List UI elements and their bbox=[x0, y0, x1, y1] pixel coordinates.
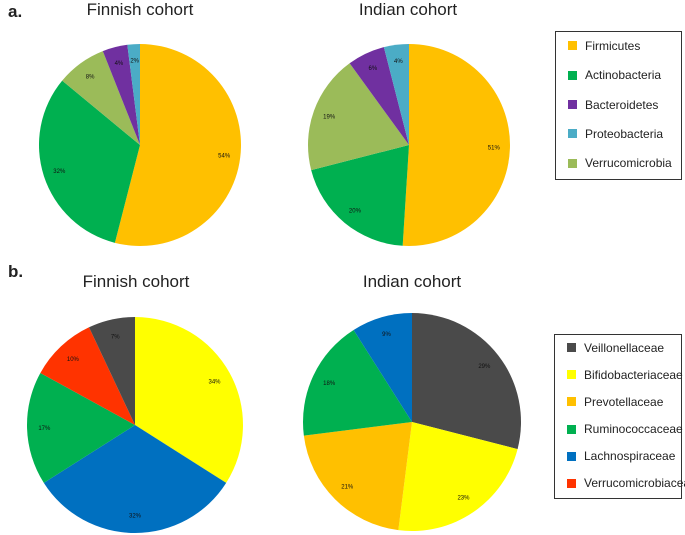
pie-slice-proteobacteria bbox=[383, 44, 409, 145]
legend-a: Firmicutes Actinobacteria Bacteroidetes Pro… bbox=[555, 31, 682, 180]
slice-label-veillonellaceae: 29% bbox=[478, 364, 491, 370]
pie-slice-ruminococcaceae bbox=[26, 372, 135, 483]
slice-label-bifidobacteriaceae: 23% bbox=[457, 496, 470, 502]
slice-label-veillonellaceae: 7% bbox=[111, 334, 120, 340]
legend-item-veillonellaceae: Veillonellaceae bbox=[567, 341, 664, 355]
legend-item-verrucomicrobiaceae: Verrucomicrobiaceae bbox=[567, 476, 685, 490]
pie-slice-ruminococcaceae bbox=[303, 329, 412, 436]
pie-slice-bifidobacteriaceae bbox=[135, 317, 243, 483]
legend-swatch bbox=[568, 158, 577, 168]
panel-label-a: a. bbox=[8, 2, 23, 21]
legend-label: Firmicutes bbox=[585, 38, 641, 53]
legend-label: Proteobacteria bbox=[585, 126, 664, 141]
legend-item-firmicutes: Firmicutes bbox=[568, 39, 640, 53]
slice-label-ruminococcaceae: 17% bbox=[38, 426, 51, 432]
legend-item-bifidobacteriaceae: Bifidobacteriaceae bbox=[567, 368, 683, 382]
legend-label: Veillonellaceae bbox=[584, 340, 665, 355]
pie-slice-veillonellaceae bbox=[412, 313, 521, 450]
legend-item-prevotellaceae: Prevotellaceae bbox=[567, 395, 663, 409]
legend-swatch bbox=[567, 451, 576, 461]
legend-label: Lachnospiraceae bbox=[584, 449, 676, 464]
pie-chart-b-indian: 29% 23% 21% 18% 9% bbox=[303, 313, 521, 531]
slice-label-proteobacteria: 2% bbox=[130, 58, 139, 64]
pie-slice-bacteroidetes bbox=[102, 44, 140, 145]
legend-label: Actinobacteria bbox=[585, 68, 662, 83]
pie-title-b-finnish: Finnish cohort bbox=[82, 272, 190, 291]
panel-label-b: b. bbox=[8, 262, 24, 281]
slice-label-firmicutes: 54% bbox=[218, 154, 231, 160]
legend-item-verrucomicrobia: Verrucomicrobia bbox=[568, 156, 672, 170]
legend-swatch bbox=[568, 129, 577, 139]
slice-label-actinobacteria: 20% bbox=[349, 208, 362, 214]
legend-label: Verrucomicrobia bbox=[585, 156, 672, 171]
legend-swatch bbox=[568, 41, 577, 51]
legend-swatch bbox=[567, 397, 576, 407]
pie-chart-b-finnish: 34% 32% 17% 10% 7% bbox=[26, 317, 243, 533]
legend-b: Veillonellaceae Bifidobacteriaceae Prevote… bbox=[554, 334, 685, 499]
pie-slice-proteobacteria bbox=[127, 44, 140, 145]
slice-label-verrucomicrobia: 8% bbox=[86, 74, 95, 80]
slice-label-verrucomicrobia: 19% bbox=[323, 114, 336, 120]
pie-chart-a-indian: 51% 20% 19% 6% 4% bbox=[308, 44, 511, 246]
legend-label: Verrucomicrobiaceae bbox=[584, 476, 685, 491]
pie-slice-firmicutes bbox=[114, 44, 241, 246]
slice-label-actinobacteria: 32% bbox=[53, 169, 66, 175]
pie-chart-a-finnish: 54% 32% 8% 4% 2% bbox=[38, 44, 241, 246]
pie-slice-verrucomicrobiaceae bbox=[40, 327, 135, 425]
pie-title-a-finnish: Finnish cohort bbox=[86, 0, 194, 19]
pie-slice-bacteroidetes bbox=[349, 47, 409, 146]
legend-swatch bbox=[568, 100, 577, 109]
slice-label-prevotellaceae: 21% bbox=[341, 485, 354, 491]
legend-swatch bbox=[567, 424, 576, 434]
legend-item-ruminococcaceae: Ruminococcaceae bbox=[567, 422, 683, 436]
pie-slice-prevotellaceae bbox=[303, 422, 412, 531]
legend-label: Bifidobacteriaceae bbox=[584, 367, 683, 382]
legend-swatch bbox=[567, 343, 576, 353]
legend-label: Bacteroidetes bbox=[585, 97, 659, 112]
pie-slice-veillonellaceae bbox=[89, 317, 135, 425]
pie-slice-verrucomicrobia bbox=[308, 63, 409, 171]
legend-item-lachnospiraceae: Lachnospiraceae bbox=[567, 449, 675, 463]
pie-slice-lachnospiraceae bbox=[43, 425, 227, 533]
slice-label-proteobacteria: 4% bbox=[394, 59, 403, 65]
pie-slice-firmicutes bbox=[402, 44, 511, 246]
slice-label-ruminococcaceae: 18% bbox=[323, 381, 336, 387]
slice-label-bacteroidetes: 4% bbox=[115, 61, 124, 67]
legend-swatch bbox=[567, 478, 576, 488]
slice-label-bifidobacteriaceae: 34% bbox=[208, 379, 221, 385]
pie-slice-bifidobacteriaceae bbox=[398, 422, 518, 531]
slice-label-firmicutes: 51% bbox=[488, 146, 501, 152]
pie-slice-actinobacteria bbox=[38, 80, 140, 243]
pie-slice-verrucomicrobia bbox=[62, 51, 140, 145]
slice-label-bacteroidetes: 6% bbox=[369, 66, 378, 72]
pie-slice-lachnospiraceae bbox=[353, 313, 412, 422]
slice-label-lachnospiraceae: 32% bbox=[129, 514, 142, 520]
pie-title-b-indian: Indian cohort bbox=[362, 272, 462, 291]
slice-label-lachnospiraceae: 9% bbox=[382, 332, 391, 338]
legend-item-actinobacteria: Actinobacteria bbox=[568, 68, 661, 82]
slice-label-verrucomicrobiaceae: 10% bbox=[67, 357, 80, 363]
legend-item-bacteroidetes: Bacteroidetes bbox=[568, 98, 658, 112]
legend-swatch bbox=[568, 70, 577, 80]
legend-label: Ruminococcaceae bbox=[584, 422, 683, 437]
legend-swatch bbox=[567, 370, 576, 380]
legend-label: Prevotellaceae bbox=[584, 394, 664, 409]
legend-item-proteobacteria: Proteobacteria bbox=[568, 127, 663, 141]
pie-title-a-indian: Indian cohort bbox=[358, 0, 458, 19]
pie-slice-actinobacteria bbox=[311, 145, 409, 246]
